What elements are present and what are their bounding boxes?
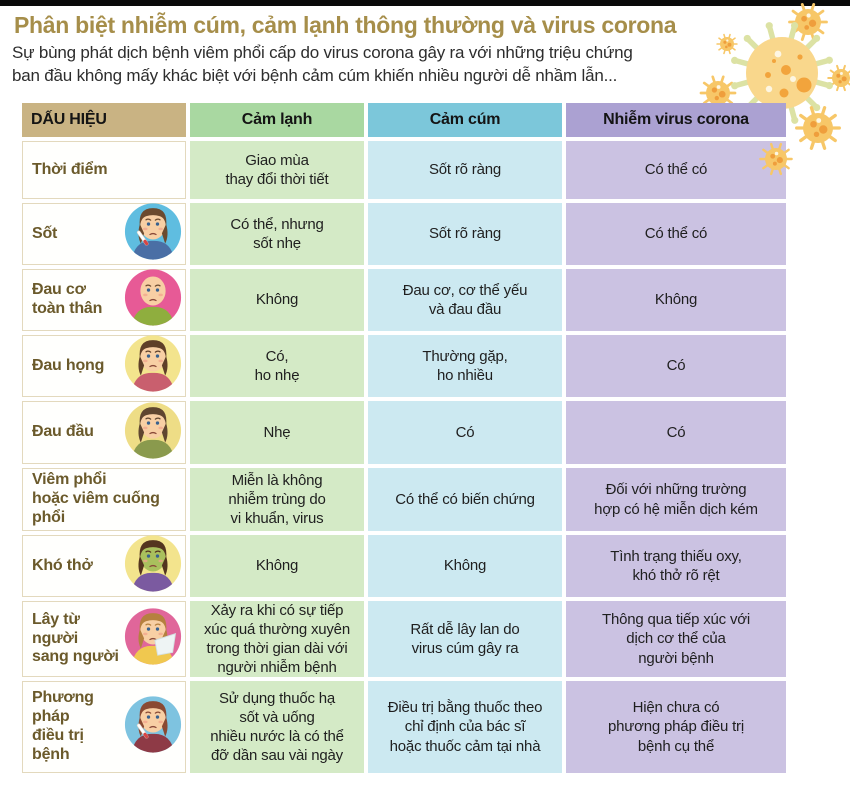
cell-flu: Điều trị bằng thuốc theo chỉ định của bá… <box>368 681 562 773</box>
cell-corona: Có thể có <box>566 203 786 265</box>
cell-cold: Nhẹ <box>190 401 364 464</box>
cell-corona: Có thể có <box>566 141 786 199</box>
coronavirus-illustration <box>680 0 850 195</box>
table-row-sign: Khó thở <box>22 535 186 597</box>
table-row-sign: Sốt <box>22 203 186 265</box>
cell-cold: Không <box>190 535 364 597</box>
cell-cold: Sử dụng thuốc hạ sốt và uống nhiều nước … <box>190 681 364 773</box>
column-header-sign: DẤU HIỆU <box>22 103 186 137</box>
cell-cold: Có, ho nhẹ <box>190 335 364 397</box>
cell-cold: Miễn là không nhiễm trùng do vi khuẩn, v… <box>190 468 364 531</box>
cell-cold: Có thể, nhưng sốt nhẹ <box>190 203 364 265</box>
sick-woman-icon <box>124 696 182 759</box>
cell-corona: Đối với những trường hợp có hệ miễn dịch… <box>566 468 786 531</box>
sore-throat-icon <box>124 335 182 398</box>
cell-cold: Giao mùa thay đổi thời tiết <box>190 141 364 199</box>
cell-corona: Tình trạng thiếu oxy, khó thở rõ rệt <box>566 535 786 597</box>
table-row-sign: Đau đầu <box>22 401 186 464</box>
column-header-cold: Cảm lạnh <box>190 103 364 137</box>
fever-girl-icon <box>124 203 182 266</box>
cell-flu: Rất dễ lây lan do virus cúm gây ra <box>368 601 562 677</box>
cell-corona: Có <box>566 335 786 397</box>
cell-flu: Thường gặp, ho nhiều <box>368 335 562 397</box>
cell-corona: Hiện chưa có phương pháp điều trị bệnh c… <box>566 681 786 773</box>
column-header-flu: Cảm cúm <box>368 103 562 137</box>
column-header-corona: Nhiễm virus corona <box>566 103 786 137</box>
cell-flu: Không <box>368 535 562 597</box>
sign-label: Đau họng <box>32 356 105 374</box>
sign-label: Khó thở <box>32 556 93 574</box>
cell-flu: Có thể có biến chứng <box>368 468 562 531</box>
sign-label: Đau đầu <box>32 423 94 441</box>
table-row-sign: Lây từ người sang người <box>22 601 186 677</box>
breathless-green-face-icon <box>124 535 182 598</box>
page-subtitle: Sự bùng phát dịch bệnh viêm phổi cấp do … <box>12 43 633 86</box>
table-row-sign: Đau họng <box>22 335 186 397</box>
cell-flu: Sốt rõ ràng <box>368 203 562 265</box>
table-row-sign: Viêm phổi hoặc viêm cuống phổi <box>22 468 186 531</box>
sign-label: Phương pháp điều trị bệnh <box>32 689 94 763</box>
cell-flu: Sốt rõ ràng <box>368 141 562 199</box>
small-virus-icon <box>757 140 795 178</box>
sign-label: Thời điểm <box>32 160 108 178</box>
comparison-table: DẤU HIỆU Cảm lạnh Cảm cúm Nhiễm virus coron… <box>22 103 790 773</box>
cell-cold: Không <box>190 269 364 331</box>
body-ache-man-icon <box>124 269 182 332</box>
sign-label: Lây từ người sang người <box>32 610 119 666</box>
sneezing-person-icon <box>124 608 182 671</box>
table-row-sign: Phương pháp điều trị bệnh <box>22 681 186 773</box>
cell-corona: Thông qua tiếp xúc với dịch cơ thể của n… <box>566 601 786 677</box>
cell-corona: Có <box>566 401 786 464</box>
cell-flu: Đau cơ, cơ thể yếu và đau đầu <box>368 269 562 331</box>
cell-corona: Không <box>566 269 786 331</box>
headache-woman-icon <box>124 401 182 464</box>
cell-flu: Có <box>368 401 562 464</box>
table-row-sign: Đau cơ toàn thân <box>22 269 186 331</box>
top-border-bar <box>0 0 850 6</box>
cell-cold: Xảy ra khi có sự tiếp xúc quá thường xuy… <box>190 601 364 677</box>
page-title: Phân biệt nhiễm cúm, cảm lạnh thông thườ… <box>14 12 677 38</box>
sign-label: Đau cơ toàn thân <box>32 281 103 317</box>
table-row-sign: Thời điểm <box>22 141 186 199</box>
sign-label: Sốt <box>32 224 58 242</box>
sign-label: Viêm phổi hoặc viêm cuống phổi <box>32 471 160 526</box>
